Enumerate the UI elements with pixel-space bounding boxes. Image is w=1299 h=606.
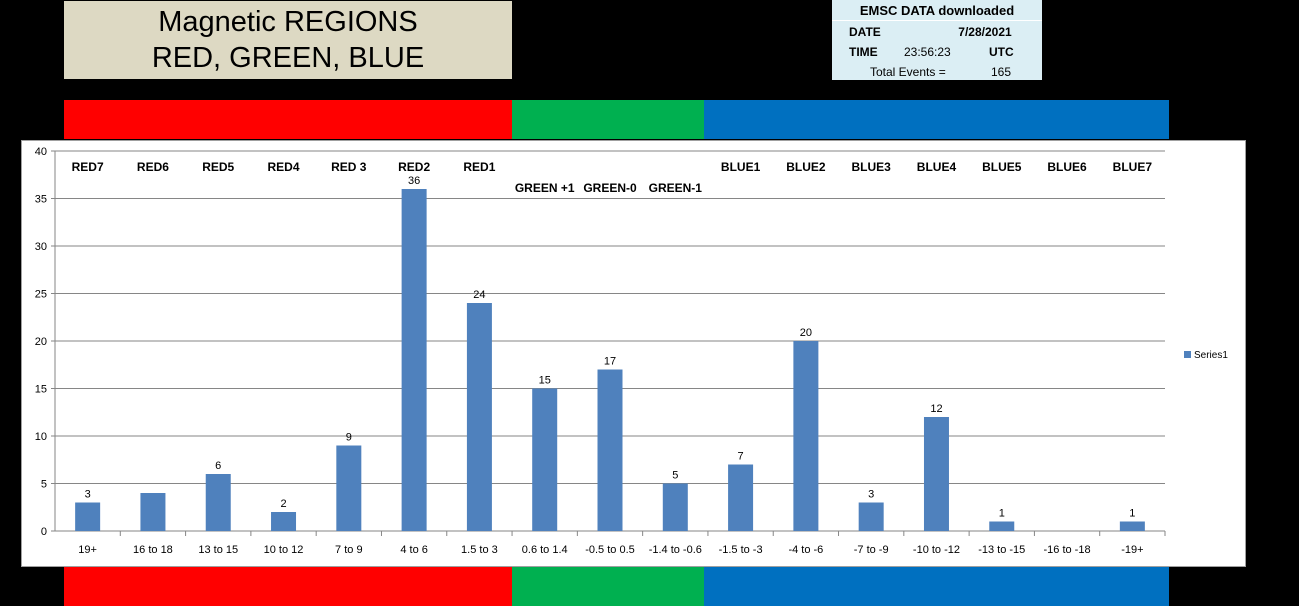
y-tick-label: 35: [35, 194, 47, 206]
x-tick-label: -16 to -18: [1044, 544, 1091, 556]
bar: [1119, 521, 1145, 531]
data-label: 3: [85, 489, 91, 501]
bar: [140, 493, 166, 531]
data-label: 6: [215, 460, 221, 472]
data-label: 24: [473, 289, 485, 301]
region-label: RED7: [72, 160, 104, 174]
x-tick-label: 16 to 18: [133, 544, 173, 556]
date-value: 7/28/2021: [958, 25, 1012, 39]
data-label: 3: [868, 489, 874, 501]
bar: [466, 303, 492, 531]
x-tick-label: -4 to -6: [788, 544, 823, 556]
data-label: 2: [280, 498, 286, 510]
bar: [205, 474, 231, 531]
data-label: 12: [930, 403, 942, 415]
top-band-green: [512, 100, 704, 139]
chart-area: 0 5 10 15 20 25 30 35 40 3 19+ RED7 16 to 18 RED6 6 13 …: [21, 140, 1246, 567]
title-line-2: RED, GREEN, BLUE: [151, 42, 425, 74]
time-label: TIME: [849, 45, 878, 59]
data-label: 15: [539, 375, 551, 387]
region-label: RED4: [268, 160, 300, 174]
events-value: 165: [991, 65, 1012, 79]
region-label: RED1: [463, 160, 495, 174]
y-tick-label: 0: [41, 526, 47, 538]
bar: [336, 445, 362, 531]
bar: [989, 521, 1015, 531]
x-tick-label: 4 to 6: [400, 544, 428, 556]
region-label: GREEN-0: [583, 181, 637, 195]
data-label: 7: [738, 451, 744, 463]
data-label: 17: [604, 356, 616, 368]
bottom-band-green: [512, 567, 704, 606]
x-tick-label: 7 to 9: [335, 544, 363, 556]
time-zone: UTC: [989, 45, 1014, 59]
region-label: BLUE3: [852, 160, 892, 174]
top-band-blue: [704, 100, 1169, 139]
region-label: BLUE7: [1113, 160, 1153, 174]
events-label: Total Events =: [870, 65, 946, 79]
top-band-red: [64, 100, 512, 139]
region-label: BLUE4: [917, 160, 957, 174]
bottom-band-red: [64, 567, 512, 606]
title-panel: Magnetic REGIONS RED, GREEN, BLUE: [64, 1, 512, 79]
bar: [597, 369, 623, 531]
x-tick-label: -0.5 to 0.5: [585, 544, 635, 556]
y-tick-label: 5: [41, 479, 47, 491]
x-tick-label: 1.5 to 3: [461, 544, 498, 556]
x-tick-label: -19+: [1121, 544, 1143, 556]
region-label: RED6: [137, 160, 169, 174]
x-tick-label: -13 to -15: [978, 544, 1025, 556]
bar: [923, 417, 949, 531]
bottom-band-blue: [704, 567, 1169, 606]
region-label: BLUE1: [721, 160, 761, 174]
y-tick-label: 15: [35, 384, 47, 396]
data-label: 9: [346, 432, 352, 444]
x-tick-label: -1.5 to -3: [719, 544, 763, 556]
x-tick-label: 13 to 15: [198, 544, 238, 556]
time-value: 23:56:23: [904, 45, 951, 59]
data-label: 5: [672, 470, 678, 482]
x-tick-label: 19+: [78, 544, 97, 556]
y-tick-label: 40: [35, 146, 47, 158]
x-tick-label: -7 to -9: [854, 544, 889, 556]
data-label: 1: [999, 508, 1005, 520]
region-label: RED2: [398, 160, 430, 174]
region-label: RED 3: [331, 160, 367, 174]
region-label: BLUE2: [786, 160, 826, 174]
data-label: 20: [800, 327, 812, 339]
y-tick-label: 10: [35, 431, 47, 443]
region-label: RED5: [202, 160, 234, 174]
region-label: GREEN +1: [515, 181, 575, 195]
info-header: EMSC DATA downloaded: [859, 3, 1015, 18]
bar: [271, 512, 297, 531]
bar: [662, 483, 688, 531]
region-label: GREEN-1: [649, 181, 703, 195]
bar: [728, 464, 754, 531]
info-panel: EMSC DATA downloaded DATE 7/28/2021 TIME…: [832, 0, 1042, 80]
x-tick-label: 0.6 to 1.4: [522, 544, 568, 556]
region-label: BLUE5: [982, 160, 1022, 174]
legend-label: Series1: [1194, 350, 1228, 361]
bar: [532, 388, 558, 531]
bar: [401, 189, 427, 531]
date-label: DATE: [849, 25, 881, 39]
title-line-1: Magnetic REGIONS: [158, 6, 418, 38]
legend-swatch: [1184, 351, 1191, 358]
x-tick-label: -10 to -12: [913, 544, 960, 556]
y-tick-label: 25: [35, 289, 47, 301]
data-label: 36: [408, 175, 420, 187]
bar: [75, 502, 101, 531]
bar: [858, 502, 884, 531]
bar: [793, 341, 819, 531]
x-tick-label: 10 to 12: [264, 544, 304, 556]
info-divider: [832, 20, 1042, 21]
region-label: BLUE6: [1047, 160, 1087, 174]
x-tick-label: -1.4 to -0.6: [649, 544, 702, 556]
y-tick-label: 20: [35, 336, 47, 348]
y-tick-label: 30: [35, 241, 47, 253]
data-label: 1: [1129, 508, 1135, 520]
